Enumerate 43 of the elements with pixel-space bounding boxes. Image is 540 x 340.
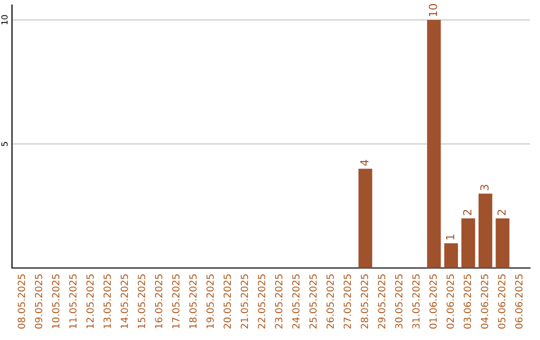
x-tick-label: 27.05.2025 <box>344 274 352 329</box>
x-tick-label: 19.05.2025 <box>206 274 214 328</box>
x-tick-label: 15.05.2025 <box>138 274 146 328</box>
x-tick-label: 09.05.2025 <box>34 274 42 329</box>
y-tick-label: 5 <box>1 142 8 146</box>
data-label: 1 <box>446 234 454 240</box>
data-label: 4 <box>360 160 368 166</box>
x-tick-label: 17.05.2025 <box>172 274 180 328</box>
x-tick-label: 28.05.2025 <box>360 274 368 329</box>
x-tick-label: 03.06.2025 <box>464 274 472 329</box>
x-tick-label: 20.05.2025 <box>224 274 231 329</box>
x-tick-label: 23.05.2025 <box>275 274 282 329</box>
bar <box>358 168 372 268</box>
x-tick-label: 02.06.2025 <box>446 274 454 329</box>
x-tick-label: 16.05.2025 <box>154 274 162 328</box>
x-tick-label: 04.06.2025 <box>480 274 488 329</box>
x-tick-label: 29.05.2025 <box>378 274 386 329</box>
x-tick-label: 26.05.2025 <box>326 274 334 329</box>
x-tick-label: 08.05.2025 <box>18 274 26 329</box>
data-label: 2 <box>497 210 506 216</box>
x-tick-label: 30.05.2025 <box>395 274 402 328</box>
x-tick-label: 01.06.2025 <box>429 274 437 329</box>
x-tick-label: 14.05.2025 <box>120 274 128 328</box>
x-tick-label: 21.05.2025 <box>240 274 248 329</box>
x-tick-label: 05.06.2025 <box>498 274 506 329</box>
bar <box>478 194 492 268</box>
data-label: 2 <box>463 210 472 216</box>
x-tick-label: 25.05.2025 <box>309 274 317 329</box>
data-label: 10 <box>428 4 438 16</box>
bar <box>461 218 476 268</box>
x-tick-label: 22.05.2025 <box>258 274 266 329</box>
x-tick-label: 13.05.2025 <box>104 274 111 328</box>
x-tick-label: 18.05.2025 <box>189 274 197 328</box>
x-tick-label: 06.06.2025 <box>515 274 523 329</box>
bar <box>496 218 510 268</box>
bar <box>444 243 458 268</box>
x-tick-label: 24.05.2025 <box>292 274 300 329</box>
x-tick-label: 12.05.2025 <box>86 274 94 328</box>
x-tick-label: 11.05.2025 <box>69 274 77 328</box>
data-label: 3 <box>480 184 489 190</box>
x-tick-label: 31.05.2025 <box>412 274 420 328</box>
x-tick-label: 10.05.2025 <box>52 274 60 328</box>
bar <box>427 20 441 268</box>
